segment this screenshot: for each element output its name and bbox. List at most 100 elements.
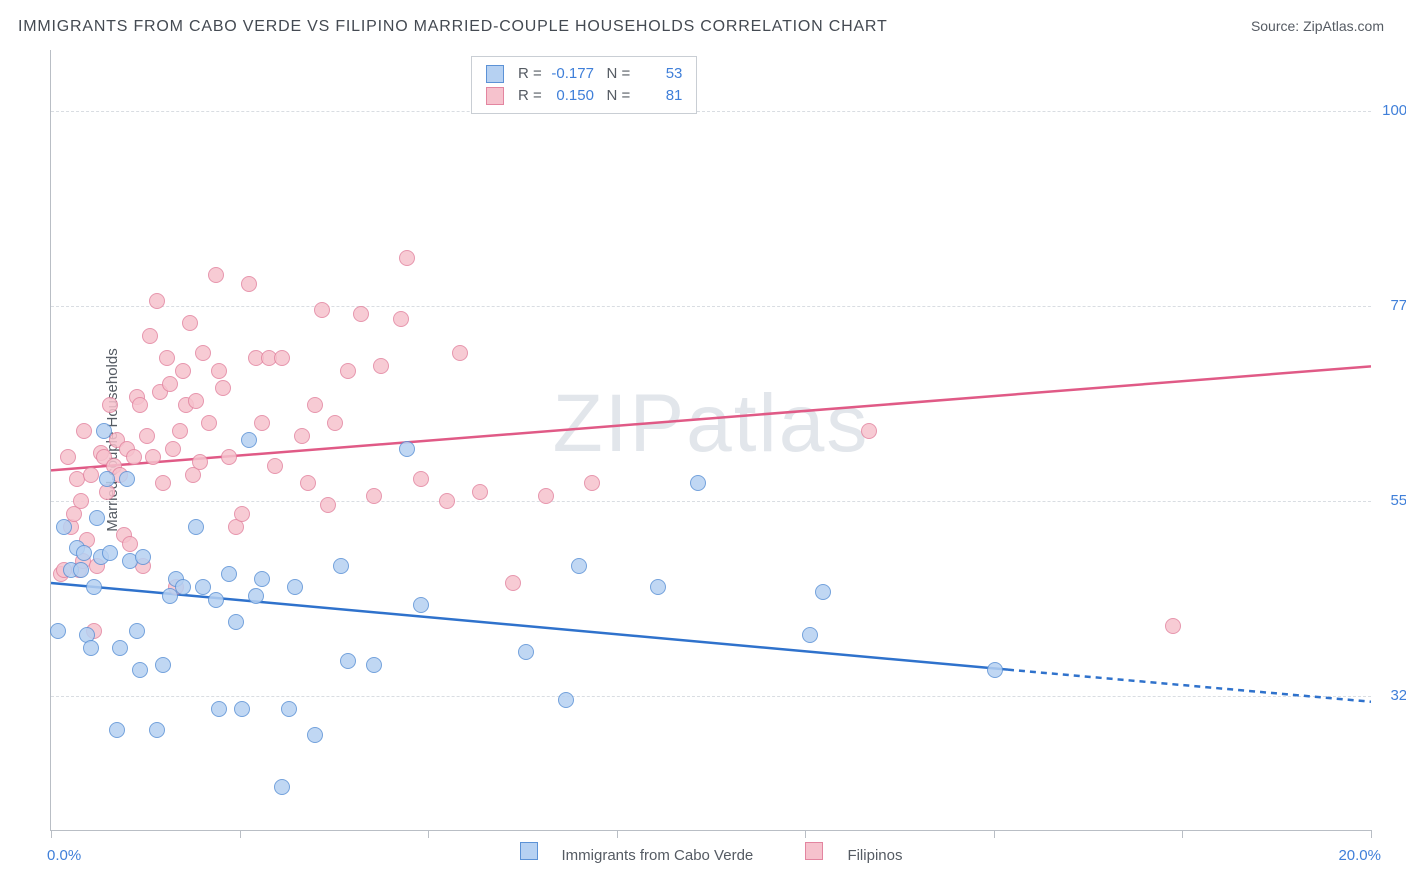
pink-point <box>472 484 488 500</box>
blue-point <box>802 627 818 643</box>
blue-point <box>129 623 145 639</box>
stats-legend: R = -0.177 N = 53 R = 0.150 N = 81 <box>471 56 697 114</box>
plot-area: Married-couple Households ZIPatlas 32.5%… <box>50 50 1371 831</box>
blue-point <box>221 566 237 582</box>
pink-point <box>300 475 316 491</box>
pink-point <box>366 488 382 504</box>
source-label: Source: ZipAtlas.com <box>1251 18 1384 34</box>
blue-point <box>274 779 290 795</box>
pink-point <box>340 363 356 379</box>
blue-point <box>132 662 148 678</box>
pink-point <box>195 345 211 361</box>
blue-point <box>281 701 297 717</box>
x-tick <box>617 830 618 838</box>
pink-point <box>192 454 208 470</box>
pink-point <box>320 497 336 513</box>
x-tick <box>1371 830 1372 838</box>
pink-point <box>182 315 198 331</box>
swatch-blue <box>486 65 504 83</box>
blue-point <box>815 584 831 600</box>
swatch-blue-bottom <box>520 842 538 860</box>
blue-point <box>112 640 128 656</box>
blue-point <box>83 640 99 656</box>
pink-point <box>373 358 389 374</box>
blue-point <box>366 657 382 673</box>
chart-title: IMMIGRANTS FROM CABO VERDE VS FILIPINO M… <box>18 18 888 36</box>
blue-point <box>149 722 165 738</box>
pink-point <box>172 423 188 439</box>
pink-point <box>60 449 76 465</box>
r-pink: 0.150 <box>546 85 594 107</box>
blue-point <box>50 623 66 639</box>
blue-point <box>228 614 244 630</box>
gridline <box>51 501 1371 502</box>
gridline <box>51 696 1371 697</box>
pink-point <box>307 397 323 413</box>
blue-point <box>73 562 89 578</box>
pink-point <box>142 328 158 344</box>
pink-point <box>132 397 148 413</box>
blue-point <box>571 558 587 574</box>
pink-point <box>122 536 138 552</box>
pink-point <box>452 345 468 361</box>
swatch-pink <box>486 87 504 105</box>
blue-point <box>175 579 191 595</box>
pink-point <box>861 423 877 439</box>
series-blue-label: Immigrants from Cabo Verde <box>562 847 754 864</box>
blue-point <box>89 510 105 526</box>
x-tick <box>240 830 241 838</box>
pink-point <box>254 415 270 431</box>
blue-point <box>188 519 204 535</box>
pink-point <box>327 415 343 431</box>
blue-point <box>690 475 706 491</box>
pink-point <box>76 423 92 439</box>
x-tick <box>428 830 429 838</box>
pink-point <box>314 302 330 318</box>
blue-point <box>650 579 666 595</box>
blue-point <box>518 644 534 660</box>
blue-point <box>254 571 270 587</box>
blue-point <box>558 692 574 708</box>
blue-point <box>211 701 227 717</box>
blue-point <box>155 657 171 673</box>
gridline <box>51 306 1371 307</box>
pink-point <box>102 397 118 413</box>
x-tick <box>805 830 806 838</box>
y-tick-label: 55.0% <box>1390 492 1406 509</box>
pink-point <box>267 458 283 474</box>
blue-point <box>987 662 1003 678</box>
pink-point <box>294 428 310 444</box>
blue-point <box>102 545 118 561</box>
x-tick <box>51 830 52 838</box>
pink-point <box>538 488 554 504</box>
pink-point <box>353 306 369 322</box>
pink-point <box>584 475 600 491</box>
blue-point <box>99 471 115 487</box>
watermark: ZIPatlas <box>553 377 870 471</box>
pink-point <box>274 350 290 366</box>
blue-point <box>234 701 250 717</box>
swatch-pink-bottom <box>805 842 823 860</box>
y-tick-label: 32.5% <box>1390 687 1406 704</box>
pink-point <box>149 293 165 309</box>
pink-point <box>439 493 455 509</box>
pink-point <box>145 449 161 465</box>
pink-point <box>413 471 429 487</box>
series-pink-label: Filipinos <box>847 847 902 864</box>
blue-point <box>241 432 257 448</box>
blue-point <box>76 545 92 561</box>
y-tick-label: 100.0% <box>1382 102 1406 119</box>
blue-point <box>195 579 211 595</box>
blue-point <box>119 471 135 487</box>
pink-point <box>188 393 204 409</box>
blue-point <box>56 519 72 535</box>
n-pink: 81 <box>634 85 682 107</box>
r-blue: -0.177 <box>546 63 594 85</box>
blue-point <box>307 727 323 743</box>
blue-point <box>96 423 112 439</box>
pink-point <box>83 467 99 483</box>
blue-point <box>399 441 415 457</box>
pink-point <box>234 506 250 522</box>
pink-point <box>162 376 178 392</box>
pink-point <box>139 428 155 444</box>
